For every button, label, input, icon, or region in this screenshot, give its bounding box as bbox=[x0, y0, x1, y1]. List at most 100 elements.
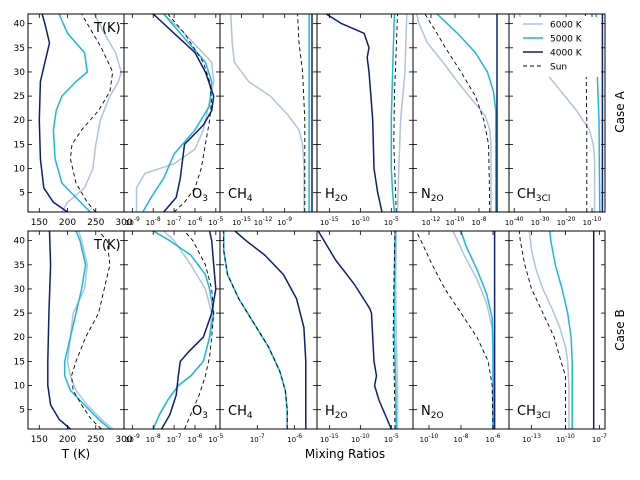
row-label-case-a: Case A bbox=[613, 91, 627, 133]
series-line-sun bbox=[297, 14, 306, 212]
y-tick-label: 5 bbox=[19, 406, 25, 416]
series-line-6000-k bbox=[222, 231, 288, 429]
x-tick-label: 10-8 bbox=[146, 433, 161, 444]
panel-a-o3: 10-9 10-8 10-7 10-6 10-5 O3 bbox=[123, 13, 223, 227]
panel-species-label: N2O bbox=[421, 187, 444, 204]
x-tick-label: 10-6 bbox=[188, 433, 203, 444]
series-line-sun bbox=[518, 231, 566, 429]
panel-a-h2o: 10-15 10-10 10-5 H2O bbox=[316, 13, 414, 227]
series-line-5000-k bbox=[222, 231, 288, 429]
y-tick-label: 15 bbox=[14, 140, 25, 150]
x-tick-label: 200 bbox=[59, 435, 76, 445]
y-tick-label: 20 bbox=[14, 116, 26, 126]
series-line-5000-k bbox=[52, 14, 91, 212]
panel-b-ch3cl: 10-13 10-10 10-7 CH3Cl bbox=[508, 230, 607, 444]
x-tick-label: 10-15 bbox=[320, 433, 339, 444]
y-tick-label: 10 bbox=[14, 165, 26, 175]
x-tick-label: 10-9 bbox=[125, 216, 140, 227]
series-line-6000-k bbox=[135, 14, 215, 212]
x-tick-label: 10-40 bbox=[505, 216, 524, 227]
panel-species-label: T(K) bbox=[93, 238, 121, 253]
series-line-5000-k bbox=[152, 231, 215, 429]
x-tick-label: 10-7 bbox=[167, 433, 182, 444]
x-tick-label: 10-6 bbox=[188, 216, 203, 227]
x-tick-label: 10-5 bbox=[208, 433, 223, 444]
x-tick-label: 10-7 bbox=[592, 433, 607, 444]
panel-a-ch4: 10-15 10-12 10-9 CH4 bbox=[219, 13, 318, 227]
series-line-sun bbox=[392, 231, 396, 429]
x-tick-label: 10-10 bbox=[351, 433, 370, 444]
x-tick-label: 250 bbox=[87, 218, 104, 228]
series-line-4000-k bbox=[152, 14, 215, 212]
panel-frame bbox=[219, 13, 318, 213]
series-line-5000-k bbox=[393, 231, 398, 429]
y-tick-label: 30 bbox=[14, 68, 26, 78]
x-tick-label: 10-12 bbox=[254, 216, 273, 227]
x-tick-label: 10-10 bbox=[556, 433, 575, 444]
x-tick-label: 300 bbox=[115, 218, 132, 228]
x-tick-label: 10-10 bbox=[583, 216, 602, 227]
legend-label: Sun bbox=[550, 63, 567, 73]
panel-frame bbox=[508, 13, 606, 213]
x-tick-label: 10-8 bbox=[454, 433, 469, 444]
panel-species-label: CH3Cl bbox=[517, 187, 550, 204]
y-tick-label: 15 bbox=[14, 357, 25, 367]
panel-species-label: H2O bbox=[325, 187, 348, 204]
series-line-6000-k bbox=[230, 14, 305, 212]
y-tick-label: 40 bbox=[14, 20, 26, 30]
x-axis-title-left: T (K) bbox=[61, 447, 90, 461]
y-tick-label: 40 bbox=[14, 237, 26, 247]
panel-species-label: O3 bbox=[192, 404, 208, 421]
series-line-4000-k bbox=[325, 14, 383, 212]
y-tick-label: 20 bbox=[14, 333, 26, 343]
x-tick-label: 10-8 bbox=[146, 216, 161, 227]
panel-species-label: N2O bbox=[421, 404, 444, 421]
series-line-6000-k bbox=[415, 14, 492, 212]
series-line-sun bbox=[71, 231, 111, 429]
x-tick-label: 10-7 bbox=[167, 216, 182, 227]
panel-a-ch3cl: 10-40 10-30 10-20 10-10 CH3Cl bbox=[505, 13, 606, 227]
panel-species-label: CH4 bbox=[228, 187, 253, 204]
series-line-5000-k bbox=[436, 14, 497, 212]
panel-b-t: 150 200 250 300 5 10 15 20 25 30 35 40 T(K) bbox=[14, 230, 133, 445]
x-tick-label: 250 bbox=[87, 435, 104, 445]
legend: 6000 K 5000 K 4000 K Sun bbox=[519, 17, 601, 77]
series-line-4000-k bbox=[160, 231, 217, 429]
series-line-5000-k bbox=[548, 231, 573, 429]
x-tick-label: 10-8 bbox=[472, 216, 487, 227]
x-tick-label: 10-6 bbox=[486, 433, 501, 444]
panel-frame bbox=[316, 230, 414, 430]
x-tick-label: 10-9 bbox=[125, 433, 140, 444]
series-line-sun bbox=[167, 14, 213, 212]
legend-label: 6000 K bbox=[550, 21, 583, 31]
panel-species-label: O3 bbox=[192, 187, 208, 204]
y-tick-label: 25 bbox=[14, 309, 25, 319]
series-line-4000-k bbox=[317, 231, 392, 429]
x-tick-label: 10-13 bbox=[522, 433, 541, 444]
series-line-sun bbox=[424, 14, 491, 212]
y-tick-label: 35 bbox=[14, 261, 25, 271]
series-line-6000-k bbox=[152, 231, 213, 429]
y-tick-label: 10 bbox=[14, 382, 26, 392]
x-tick-label: 10-30 bbox=[531, 216, 550, 227]
series-line-sun bbox=[184, 231, 215, 429]
x-tick-label: 10-10 bbox=[420, 433, 439, 444]
series-line-6000-k bbox=[66, 231, 114, 429]
panel-b-ch4: 10-7 10-6 CH4 bbox=[219, 230, 318, 444]
series-line-6000-k bbox=[396, 14, 408, 212]
x-tick-label: 300 bbox=[115, 435, 132, 445]
y-tick-label: 25 bbox=[14, 92, 25, 102]
x-tick-label: 10-5 bbox=[384, 216, 399, 227]
series-line-6000-k bbox=[61, 14, 122, 212]
series-line-5000-k bbox=[390, 14, 396, 212]
series-line-4000-k bbox=[38, 14, 68, 212]
panel-a-n2o: 10-12 10-10 10-8 N2O bbox=[412, 13, 510, 227]
x-tick-label: 150 bbox=[31, 218, 48, 228]
x-tick-label: 10-6 bbox=[287, 433, 302, 444]
panel-a-t: 150 200 250 300 5 10 15 20 25 30 35 40 T(K) bbox=[14, 13, 133, 228]
series-line-4000-k bbox=[234, 231, 307, 429]
x-tick-label: 150 bbox=[31, 435, 48, 445]
panel-b-o3: 10-9 10-8 10-7 10-6 10-5 O3 bbox=[123, 230, 223, 444]
